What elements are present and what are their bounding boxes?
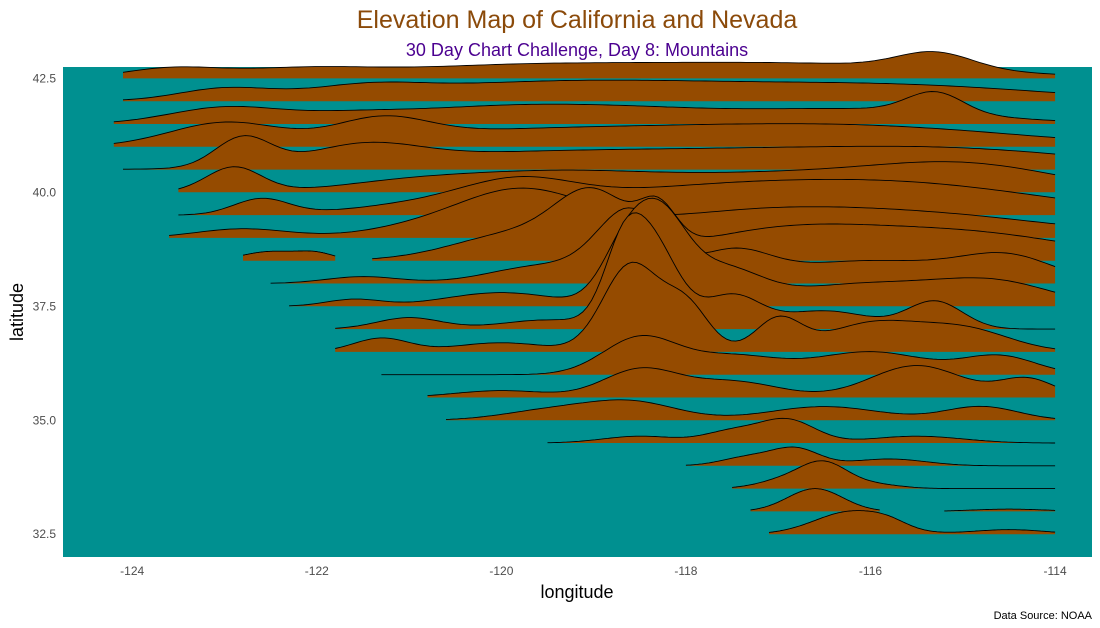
ridge-area [750, 488, 880, 512]
ridge-area [178, 176, 1056, 216]
chart-title: Elevation Map of California and Nevada [357, 6, 798, 34]
ridge-outline [381, 335, 1056, 376]
ridge-outline [242, 250, 336, 257]
y-tick-label: 32.5 [33, 527, 57, 541]
ridge-outline [178, 161, 1056, 190]
ridge-area [123, 135, 1056, 170]
ridge-outline [122, 79, 1056, 101]
ridge-area [123, 51, 1056, 79]
ridge-area [685, 447, 1056, 466]
ridge-outline [750, 488, 880, 511]
ridge-outline [372, 187, 1056, 260]
ridge-outline [289, 197, 1056, 307]
y-tick-label: 37.5 [33, 299, 57, 313]
y-axis-label: latitude [7, 283, 27, 341]
y-axis-ticks: 32.5 35.0 37.5 40.0 42.5 [33, 71, 57, 541]
ridge-outline [547, 417, 1056, 444]
chart-subtitle: 30 Day Chart Challenge, Day 8: Mountains [406, 40, 748, 60]
ridge-area [123, 80, 1056, 102]
ridge-area [335, 262, 1056, 352]
ridge-outline [122, 51, 1056, 75]
ridge-outline [685, 446, 1056, 467]
ridge-outline [123, 135, 1056, 170]
ridge-area [381, 335, 1056, 375]
ridge-outline [445, 399, 1056, 420]
ridge-area [446, 399, 1056, 421]
ridge-outline [178, 176, 1056, 216]
x-tick-label: -114 [1044, 564, 1067, 578]
x-tick-label: -118 [674, 564, 697, 578]
x-axis-label: longitude [540, 582, 613, 602]
ridge-area [769, 510, 1056, 535]
x-tick-label: -124 [120, 564, 144, 578]
ridge-outline [113, 91, 1056, 123]
data-source-caption: Data Source: NOAA [994, 610, 1093, 622]
ridge-area [372, 187, 1056, 261]
y-tick-label: 42.5 [33, 71, 57, 85]
ridge-area [243, 250, 336, 261]
ridge-outline [768, 510, 1056, 533]
x-tick-label: -122 [305, 564, 329, 578]
ridge-outline [732, 460, 1056, 490]
ridge-outline [427, 365, 1056, 397]
ridge-outline [335, 212, 1056, 330]
x-axis-ticks: -124 -122 -120 -118 -116 -114 [120, 564, 1067, 578]
ridge-outline [944, 508, 1056, 512]
x-tick-label: -120 [489, 564, 513, 578]
ridges [113, 51, 1056, 535]
ridge-outline [113, 115, 1056, 144]
ridge-area [113, 91, 1056, 124]
y-tick-label: 40.0 [33, 185, 57, 199]
ridge-outline [335, 261, 1056, 350]
ridge-area [289, 198, 1056, 307]
y-tick-label: 35.0 [33, 413, 57, 427]
x-tick-label: -116 [859, 564, 882, 578]
ridge-area [732, 460, 1056, 489]
ridge-area [113, 115, 1056, 147]
